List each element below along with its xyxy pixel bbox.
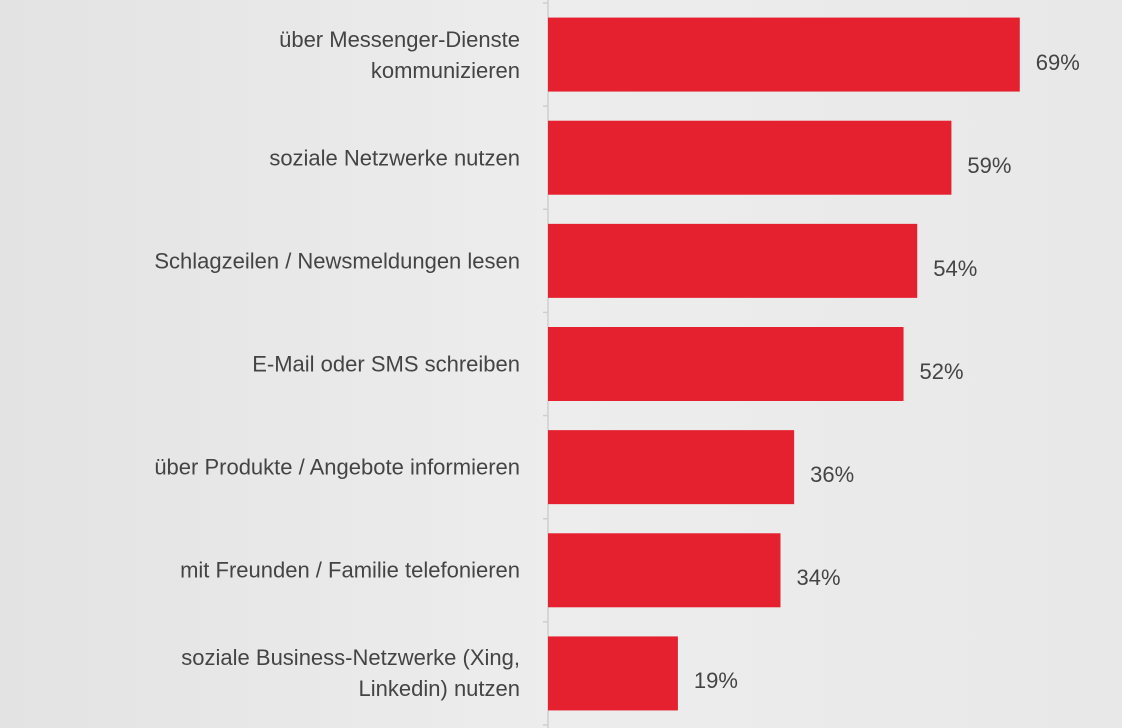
category-label: Schlagzeilen / Newsmeldungen lesen bbox=[154, 245, 520, 276]
value-label: 69% bbox=[1036, 50, 1080, 76]
bar bbox=[548, 224, 917, 298]
bar bbox=[548, 327, 904, 401]
value-label: 36% bbox=[810, 462, 854, 488]
value-label: 34% bbox=[796, 565, 840, 591]
category-label: über Produkte / Angebote informieren bbox=[154, 452, 520, 483]
bar bbox=[548, 430, 794, 504]
value-label: 54% bbox=[933, 256, 977, 282]
value-label: 59% bbox=[967, 153, 1011, 179]
category-label: mit Freunden / Familie telefonieren bbox=[180, 555, 520, 586]
value-label: 52% bbox=[920, 359, 964, 385]
category-label: über Messenger-Dienste kommunizieren bbox=[279, 24, 520, 86]
category-label: soziale Netzwerke nutzen bbox=[269, 142, 520, 173]
category-label: soziale Business-Netzwerke (Xing, Linked… bbox=[181, 642, 520, 704]
category-label: E-Mail oder SMS schreiben bbox=[252, 349, 520, 380]
bar bbox=[548, 636, 678, 710]
bar bbox=[548, 18, 1020, 92]
chart: über Messenger-Dienste kommunizieren 69% s… bbox=[0, 0, 1122, 728]
value-label: 19% bbox=[694, 668, 738, 694]
bar bbox=[548, 533, 780, 607]
bar bbox=[548, 121, 951, 195]
